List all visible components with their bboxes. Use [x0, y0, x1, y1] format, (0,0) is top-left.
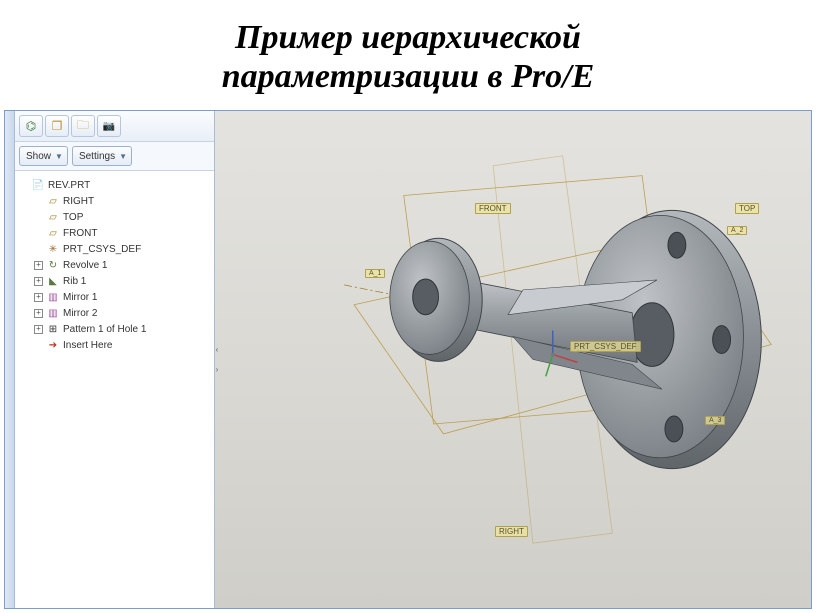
tree-item[interactable]: +⊞Pattern 1 of Hole 1: [17, 321, 212, 337]
axis-label-a1: A_1: [365, 269, 385, 278]
expand-plus-icon[interactable]: +: [34, 277, 43, 286]
tree-item[interactable]: ▱RIGHT: [17, 193, 212, 209]
tree-item-label: RIGHT: [63, 196, 94, 207]
expander-blank: [34, 197, 43, 206]
axis-label-a2: A_2: [727, 226, 747, 235]
layers-icon[interactable]: ❐: [45, 115, 69, 137]
chevron-down-icon: ▼: [119, 152, 127, 161]
page-title: Пример иерархической параметризации в Pr…: [0, 0, 816, 110]
title-line-1: Пример иерархической: [235, 19, 581, 56]
expander-blank: [34, 245, 43, 254]
axis-label-a3: A_3: [705, 416, 725, 425]
datum-plane-icon: ▱: [46, 195, 60, 207]
settings-dropdown[interactable]: Settings ▼: [72, 146, 132, 166]
datum-plane-icon: ▱: [46, 211, 60, 223]
datum-label-front: FRONT: [475, 203, 511, 214]
settings-label: Settings: [79, 151, 115, 162]
revolve-icon: ↻: [46, 259, 60, 271]
camera-icon[interactable]: 📷: [97, 115, 121, 137]
tree-item-label: Mirror 1: [63, 292, 97, 303]
expander-blank: [34, 341, 43, 350]
datum-label-top: TOP: [735, 203, 759, 214]
expand-plus-icon[interactable]: +: [34, 325, 43, 334]
tree-view-icon[interactable]: ⌬: [19, 115, 43, 137]
mirror-icon: ▥: [46, 291, 60, 303]
part-icon: 📄: [31, 179, 45, 191]
tree-item[interactable]: +◣Rib 1: [17, 273, 212, 289]
show-dropdown[interactable]: Show ▼: [19, 146, 68, 166]
flange-left: [390, 238, 482, 361]
tree-item[interactable]: ➔Insert Here: [17, 337, 212, 353]
mirror-icon: ▥: [46, 307, 60, 319]
expand-plus-icon[interactable]: +: [34, 293, 43, 302]
pattern-icon: ⊞: [46, 323, 60, 335]
expand-plus-icon[interactable]: +: [34, 309, 43, 318]
csys-label: PRT_CSYS_DEF: [570, 341, 641, 352]
tree-item[interactable]: ✳PRT_CSYS_DEF: [17, 241, 212, 257]
tree-item-label: TOP: [63, 212, 83, 223]
tree-item-label: Revolve 1: [63, 260, 107, 271]
tree-item-label: Insert Here: [63, 340, 112, 351]
model-tree: 📄REV.PRT▱RIGHT▱TOP▱FRONT✳PRT_CSYS_DEF+↻R…: [15, 171, 214, 608]
tree-item[interactable]: 📄REV.PRT: [17, 177, 212, 193]
tree-item-label: REV.PRT: [48, 180, 90, 191]
expand-plus-icon[interactable]: +: [34, 261, 43, 270]
tree-item[interactable]: ▱FRONT: [17, 225, 212, 241]
tree-item-label: FRONT: [63, 228, 97, 239]
tree-controls: Show ▼ Settings ▼: [15, 142, 214, 171]
tree-item[interactable]: +▥Mirror 2: [17, 305, 212, 321]
cad-app-window: ⌬ ❐ 🗀 📷 Show ▼ Settings ▼ 📄REV.PRT▱RIGHT…: [4, 110, 812, 609]
show-label: Show: [26, 151, 51, 162]
3d-viewport[interactable]: ‹›: [215, 111, 811, 608]
tree-item[interactable]: +▥Mirror 1: [17, 289, 212, 305]
datum-label-right: RIGHT: [495, 526, 528, 537]
tree-item-label: Pattern 1 of Hole 1: [63, 324, 146, 335]
expander-blank: [34, 229, 43, 238]
tree-item-label: Rib 1: [63, 276, 86, 287]
expander-blank: [34, 213, 43, 222]
folder-icon[interactable]: 🗀: [71, 115, 95, 137]
insert-arrow-icon: ➔: [46, 339, 60, 351]
left-dock-strip[interactable]: [5, 111, 15, 608]
tree-item-label: PRT_CSYS_DEF: [63, 244, 141, 255]
csys-icon: ✳: [46, 243, 60, 255]
title-line-2: параметризации в Pro/E: [222, 58, 595, 95]
expander-blank: [19, 181, 28, 190]
tree-item[interactable]: ▱TOP: [17, 209, 212, 225]
chevron-down-icon: ▼: [55, 152, 63, 161]
tree-item-label: Mirror 2: [63, 308, 97, 319]
tree-item[interactable]: +↻Revolve 1: [17, 257, 212, 273]
datum-plane-icon: ▱: [46, 227, 60, 239]
rib-icon: ◣: [46, 275, 60, 287]
tree-toolbar: ⌬ ❐ 🗀 📷: [15, 111, 214, 142]
model-tree-panel: ⌬ ❐ 🗀 📷 Show ▼ Settings ▼ 📄REV.PRT▱RIGHT…: [15, 111, 215, 608]
